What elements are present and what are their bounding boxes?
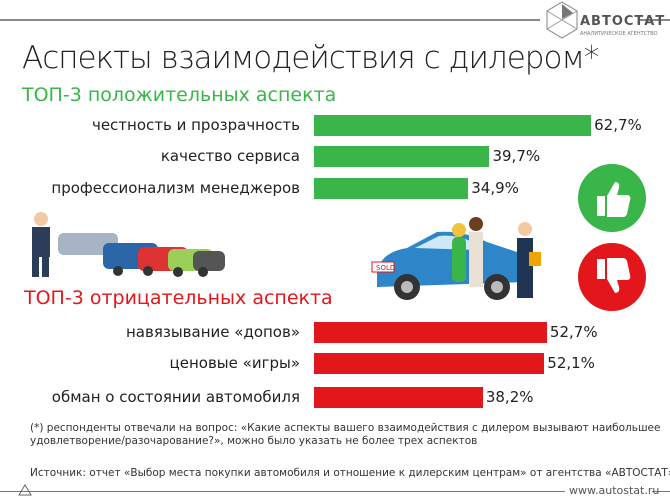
page-title: Аспекты взаимодействия с дилером* — [22, 40, 599, 76]
bar — [314, 322, 547, 343]
category-label: навязывание «допов» — [126, 323, 300, 341]
thumbs-down-icon — [578, 243, 646, 311]
footnote: (*) респонденты отвечали на вопрос: «Как… — [30, 422, 661, 447]
bar — [314, 115, 592, 136]
bar — [314, 146, 490, 167]
source-note: Источник: отчет «Выбор места покупки авт… — [30, 467, 670, 479]
category-label: честность и прозрачность — [91, 116, 300, 134]
header-rule — [640, 19, 670, 21]
value-label: 52,1% — [547, 354, 595, 372]
website: www.autostat.ru — [569, 484, 660, 497]
sold-sign: SOLD — [376, 264, 395, 272]
car-lot-illustration — [32, 212, 225, 277]
logo-subtitle: АНАЛИТИЧЕСКОЕ АГЕНТСТВО — [580, 31, 658, 37]
car-sale-illustration: SOLD — [371, 217, 541, 300]
footer-rule — [0, 491, 565, 492]
value-label: 34,9% — [471, 179, 519, 197]
header-rule — [0, 19, 540, 21]
logo-name: АВТОСТАТ — [580, 14, 666, 29]
category-label: качество сервиса — [160, 147, 300, 165]
value-label: 52,7% — [549, 323, 598, 341]
logo-mark-icon — [18, 484, 32, 496]
category-label: ценовые «игры» — [169, 354, 300, 372]
positive-heading: ТОП-3 положительных аспекта — [22, 84, 337, 106]
value-label: 38,2% — [485, 388, 534, 406]
negative-heading: ТОП-3 отрицательных аспекта — [24, 287, 333, 309]
bar — [314, 353, 545, 374]
value-label: 39,7% — [492, 147, 541, 165]
category-label: обман о состоянии автомобиля — [51, 388, 300, 406]
bar — [314, 178, 469, 199]
footer-rule — [652, 491, 670, 492]
value-label: 62,7% — [594, 116, 642, 134]
bar — [314, 387, 483, 408]
logo-icon — [546, 1, 578, 39]
thumbs-up-icon — [578, 164, 646, 232]
category-label: профессионализм менеджеров — [51, 179, 300, 197]
